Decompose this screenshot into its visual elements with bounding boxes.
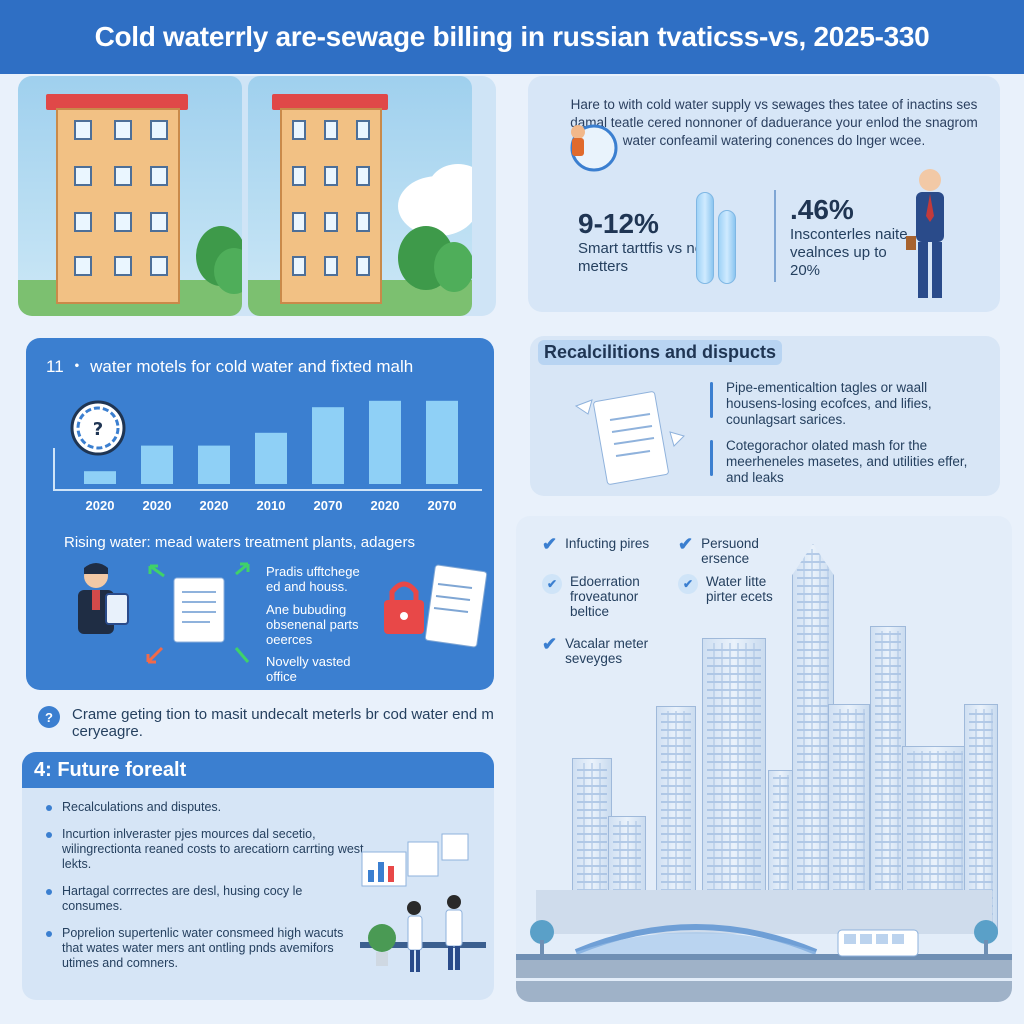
check-item: ✔ Edoerration froveatunor beltice xyxy=(542,574,680,619)
meter-chart-panel: 11 ・ water motels for cold water and fix… xyxy=(26,338,494,690)
city-skyline-panel: ✔ Infucting pires ✔ Persuond ersence ✔ E… xyxy=(516,516,1012,1002)
bar-5 xyxy=(369,400,401,484)
check-item: ✔ Persuond ersence xyxy=(678,534,759,566)
recalc-item-2: Cotegorachor olated mash for the meerhen… xyxy=(726,438,968,485)
page-title: Cold waterrly are-sewage billing in russ… xyxy=(94,21,930,52)
meters-stats-panel: Hare to with cold water supply vs sewage… xyxy=(528,76,1000,312)
check-item: ✔ Vacalar meter seveyges xyxy=(542,634,649,666)
man-with-tablet-icon xyxy=(78,563,129,634)
street-and-bridge-icon xyxy=(516,920,1012,1002)
stat-right-value: .46% xyxy=(790,194,854,225)
stat-smart-tariffs: 9-12% Smart tarttfis vs no metters xyxy=(578,208,718,276)
bar-4 xyxy=(312,407,344,484)
chart-subtitle: Rising water: mead waters treatment plan… xyxy=(64,534,415,551)
bar-6 xyxy=(426,400,458,484)
document-flow-icon xyxy=(146,562,250,664)
building-scene-left xyxy=(18,76,242,316)
meter-clock-icon: ? xyxy=(70,400,126,456)
flow-label-2: Ane bubuding obsenenal parts oeerces xyxy=(266,602,359,647)
x-tick-label: 2070 xyxy=(428,498,457,513)
official-person-icon xyxy=(906,169,944,298)
recalculations-title: Recalcilitions and dispucts xyxy=(538,340,783,365)
list-item: Incurtion inlveraster pjes mources dal s… xyxy=(46,827,366,872)
question-note: ? Crame geting tion to masit undecalt me… xyxy=(38,706,498,740)
svg-text:?: ? xyxy=(93,419,103,440)
stat-right-label: Insconterles naite vealnces up to 20% xyxy=(790,226,908,279)
meter-bar-chart: 2020 2020 2020 2010 2070 2020 2070 xyxy=(53,400,482,513)
meters-intro-text: Hare to with cold water supply vs sewage… xyxy=(570,97,978,148)
x-tick-label: 2010 xyxy=(257,498,286,513)
future-header: 4: Future forealt xyxy=(22,752,494,788)
chart-axis xyxy=(53,448,482,491)
x-tick-label: 2020 xyxy=(86,498,115,513)
x-tick-label: 2070 xyxy=(314,498,343,513)
meter-cylinder-icon xyxy=(718,210,736,284)
checkmark-icon: ✔ xyxy=(542,534,558,554)
question-note-text: Crame geting tion to masit undecalt mete… xyxy=(72,706,494,740)
bar-2 xyxy=(198,445,230,484)
flow-label-1: Pradis ufftchege ed and houss. xyxy=(266,564,360,594)
buildings-illustration xyxy=(18,76,496,316)
recalc-item-1: Pipe-ementicaltion tagles or waall house… xyxy=(726,380,932,427)
stat-left-label: Smart tarttfis vs no metters xyxy=(578,240,704,275)
x-tick-label: 2020 xyxy=(143,498,172,513)
future-forecast-panel: 4: Future forealt Recalculations and dis… xyxy=(22,752,494,1000)
check-item: ✔ Water litte pirter ecets xyxy=(678,574,796,604)
list-item: Hartagal corrrectes are desl, husing coc… xyxy=(46,884,366,914)
office-people-icon xyxy=(360,833,486,972)
meter-cylinder-icon xyxy=(696,192,714,284)
list-item: Recalculations and disputes. xyxy=(46,800,366,815)
lock-and-document-icon xyxy=(384,564,488,648)
flow-label-3: Novelly vasted office xyxy=(266,654,351,684)
x-tick-label: 2020 xyxy=(371,498,400,513)
bar-0 xyxy=(84,471,116,484)
stat-left-value: 9-12% xyxy=(578,208,659,239)
header-banner: Cold waterrly are-sewage billing in russ… xyxy=(0,0,1024,74)
person-with-tap-icon xyxy=(570,124,618,172)
bar-3 xyxy=(255,432,287,484)
invoice-document-icon xyxy=(574,391,685,485)
question-icon: ? xyxy=(38,706,60,728)
list-item: Poprelion supertenlic water consmeed hig… xyxy=(46,926,366,971)
check-item: ✔ Infucting pires xyxy=(542,534,650,554)
x-tick-label: 2020 xyxy=(200,498,229,513)
future-list: Recalculations and disputes. Incurtion i… xyxy=(46,800,366,983)
building-scene-right xyxy=(248,76,472,316)
chart-title: 11 ・ water motels for cold water and fix… xyxy=(46,357,414,376)
future-title: 4: Future forealt xyxy=(34,759,187,781)
checkmark-icon: ✔ xyxy=(678,574,698,594)
recalculations-panel: Recalcilitions and dispucts Pipe-ementic… xyxy=(530,336,1000,496)
stat-inconsistencies: .46% Insconterles naite vealnces up to 2… xyxy=(790,194,910,280)
checkmark-icon: ✔ xyxy=(542,634,558,654)
checkmark-icon: ✔ xyxy=(678,534,694,554)
checkmark-icon: ✔ xyxy=(542,574,562,594)
bar-1 xyxy=(141,445,173,484)
